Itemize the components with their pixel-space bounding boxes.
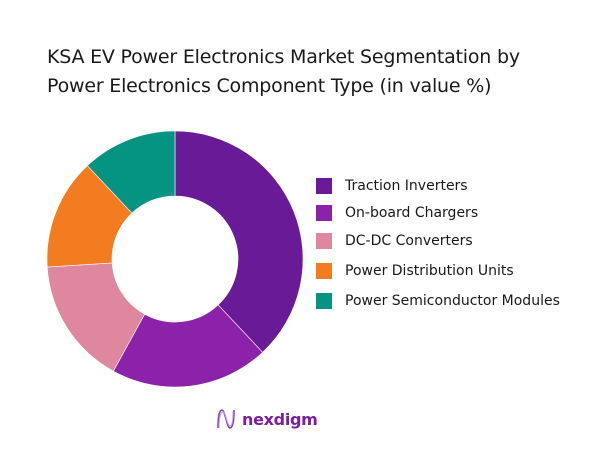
nexdigm-wave-icon <box>217 409 235 429</box>
donut-slice-traction-inverters <box>174 130 304 353</box>
donut-chart <box>46 130 304 388</box>
legend-swatch <box>316 205 332 221</box>
brand-logo: nexdigm <box>216 408 318 430</box>
legend-label: Traction Inverters <box>345 178 468 194</box>
legend-item-traction-inverters: Traction Inverters <box>316 176 468 196</box>
legend-swatch <box>316 178 332 194</box>
legend-swatch <box>316 263 332 279</box>
legend-label: Power Distribution Units <box>345 263 514 279</box>
chart-title-line-1: KSA EV Power Electronics Market Segmenta… <box>47 46 520 68</box>
legend-label: DC-DC Converters <box>345 233 473 249</box>
donut-slice-power-semiconductor-modules <box>86 130 176 214</box>
legend-label: Power Semiconductor Modules <box>345 293 560 309</box>
legend-item-on-board-chargers: On-board Chargers <box>316 203 478 223</box>
donut-slice-on-board-chargers <box>112 304 264 388</box>
legend-item-power-semiconductor-modules: Power Semiconductor Modules <box>316 291 560 311</box>
legend-item-power-distribution-units: Power Distribution Units <box>316 261 514 281</box>
brand-name: nexdigm <box>242 409 318 429</box>
legend-item-dc-dc-converters: DC-DC Converters <box>316 231 473 251</box>
legend-label: On-board Chargers <box>345 205 479 221</box>
chart-title-line-2: Power Electronics Component Type (in val… <box>47 75 492 97</box>
legend-swatch <box>316 293 332 309</box>
chart-title: KSA EV Power Electronics Market Segmenta… <box>47 43 587 101</box>
legend-swatch <box>316 233 332 249</box>
